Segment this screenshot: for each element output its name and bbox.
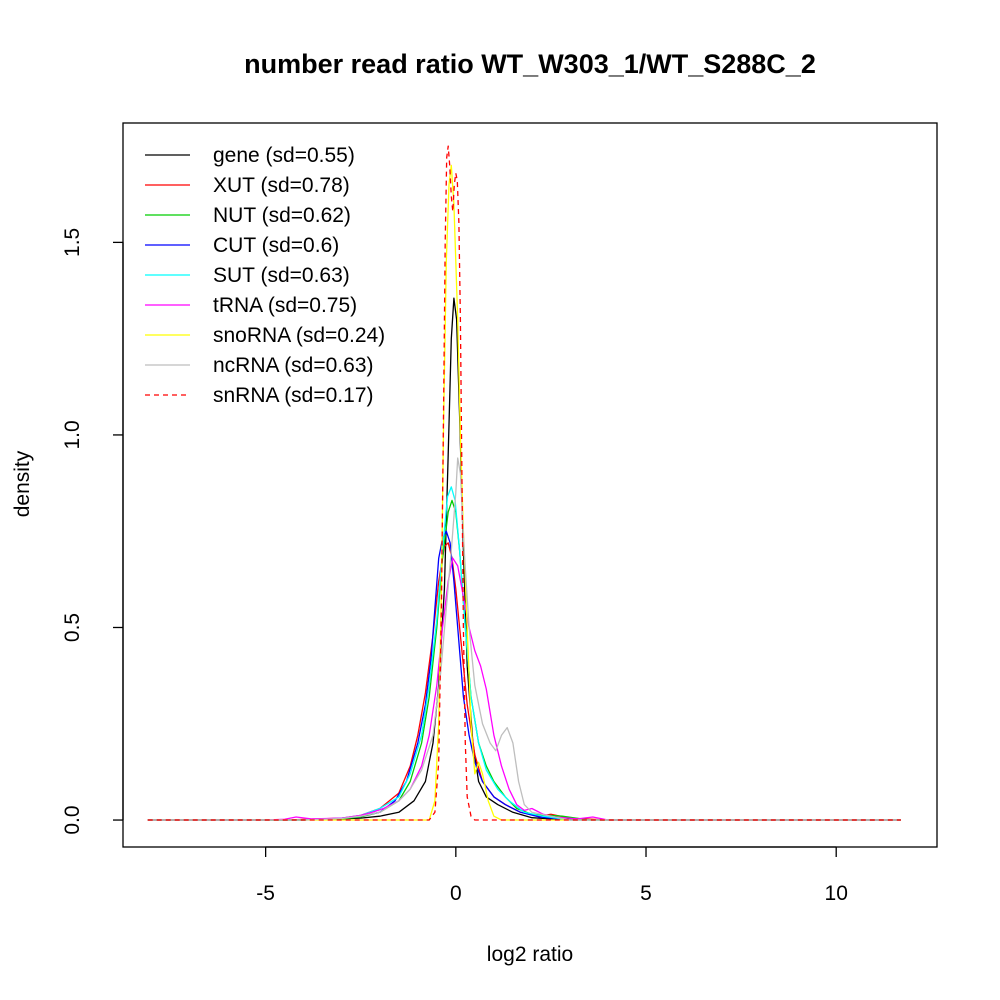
x-tick-label: 10 — [825, 882, 848, 905]
x-axis: -5 0 5 10 — [256, 846, 848, 905]
y-axis: 0.0 0.5 1.0 1.5 — [61, 228, 124, 835]
legend-label: snRNA (sd=0.17) — [213, 384, 374, 407]
series-line-4 — [147, 486, 901, 821]
legend-label: snoRNA (sd=0.24) — [213, 324, 385, 347]
x-axis-label: log2 ratio — [487, 943, 573, 966]
series-line-7 — [147, 457, 901, 821]
legend: gene (sd=0.55) XUT (sd=0.78) NUT (sd=0.62)… — [145, 144, 385, 407]
y-axis-label: density — [11, 450, 34, 517]
y-tick-label: 0.0 — [61, 805, 84, 834]
chart-title: number read ratio WT_W303_1/WT_S288C_2 — [244, 49, 816, 79]
x-tick-label: 5 — [640, 882, 652, 905]
series-line-0 — [147, 297, 901, 821]
legend-label: NUT (sd=0.62) — [213, 204, 351, 227]
series-line-8 — [147, 145, 901, 821]
series-line-5 — [147, 557, 901, 821]
legend-label: SUT (sd=0.63) — [213, 264, 350, 287]
legend-label: ncRNA (sd=0.63) — [213, 354, 374, 377]
x-tick-label: 0 — [450, 882, 462, 905]
series-line-6 — [147, 164, 901, 821]
legend-label: XUT (sd=0.78) — [213, 174, 350, 197]
series-lines — [147, 145, 901, 821]
plot-frame — [122, 122, 938, 848]
y-tick-label: 0.5 — [61, 613, 84, 642]
series-line-1 — [147, 542, 901, 821]
legend-label: CUT (sd=0.6) — [213, 234, 339, 257]
legend-label: gene (sd=0.55) — [213, 144, 355, 167]
legend-label: tRNA (sd=0.75) — [213, 294, 357, 317]
series-line-3 — [147, 530, 901, 821]
series-line-2 — [147, 499, 901, 821]
y-tick-label: 1.0 — [61, 420, 84, 449]
y-tick-label: 1.5 — [61, 228, 84, 257]
x-tick-label: -5 — [256, 882, 275, 905]
